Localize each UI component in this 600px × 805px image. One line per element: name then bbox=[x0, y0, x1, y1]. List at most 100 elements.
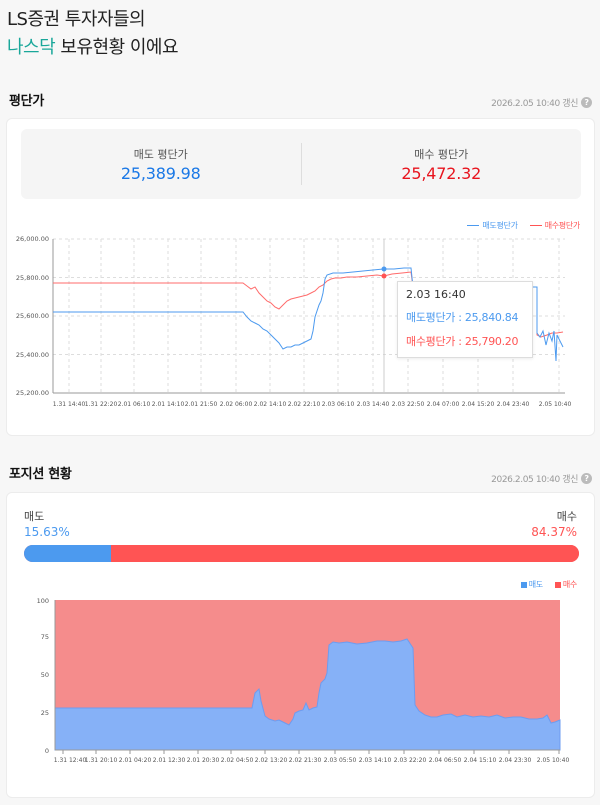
svg-text:2.04 06:50: 2.04 06:50 bbox=[429, 757, 462, 764]
summary-divider bbox=[300, 143, 302, 185]
svg-text:2.03 22:50: 2.03 22:50 bbox=[392, 401, 425, 408]
svg-text:50: 50 bbox=[41, 671, 49, 679]
buy-avg-label: 매수 평단가 bbox=[414, 147, 469, 161]
position-ratio-bar bbox=[24, 545, 579, 562]
svg-text:2.04 23:30: 2.04 23:30 bbox=[499, 757, 532, 764]
headline-line-1: LS증권 투자자들의 bbox=[7, 9, 146, 30]
legend-buy-swatch bbox=[529, 225, 542, 226]
help-icon[interactable]: ? bbox=[581, 97, 592, 108]
avg-price-updated-text: 2026.2.05 10:40 갱신 bbox=[491, 99, 578, 109]
position-updated: 2026.2.05 10:40 갱신 ? bbox=[491, 472, 592, 485]
svg-text:25,600.00: 25,600.00 bbox=[16, 312, 49, 320]
svg-text:25: 25 bbox=[41, 709, 49, 717]
legend-sell[interactable]: 매도평단가 bbox=[467, 220, 518, 231]
position-card: 매도 매수 15.63% 84.37% 매도 매수 100 75 50 25 bbox=[6, 492, 595, 798]
svg-text:25,400.00: 25,400.00 bbox=[16, 351, 49, 359]
svg-text:2.02 14:10: 2.02 14:10 bbox=[254, 401, 287, 408]
avg-price-legend: 매도평단가 매수평단가 bbox=[467, 220, 580, 231]
svg-text:25,200.00: 25,200.00 bbox=[16, 389, 49, 397]
y-tick-labels: 26,000.00 25,800.00 25,600.00 25,400.00 … bbox=[16, 235, 49, 397]
legend-sell-swatch bbox=[520, 581, 527, 588]
svg-text:2.01 21:50: 2.01 21:50 bbox=[185, 401, 218, 408]
position-values: 15.63% 84.37% bbox=[24, 525, 577, 539]
tooltip-buy: 매수평단가 : 25,790.20 bbox=[406, 335, 519, 348]
svg-text:2.04 07:00: 2.04 07:00 bbox=[427, 401, 460, 408]
x-tick-labels: 1.31 12:401.31 20:10 2.01 04:20 2.01 12:3… bbox=[54, 757, 570, 764]
svg-text:2.04 15:20: 2.04 15:20 bbox=[462, 401, 495, 408]
svg-text:2.02 22:10: 2.02 22:10 bbox=[288, 401, 321, 408]
sell-label: 매도 bbox=[24, 510, 45, 523]
legend-buy-label: 매수 bbox=[562, 580, 577, 589]
help-icon[interactable]: ? bbox=[581, 473, 592, 484]
svg-text:2.01 14:10: 2.01 14:10 bbox=[152, 401, 185, 408]
tooltip-time: 2.03 16:40 bbox=[406, 288, 466, 301]
position-labels: 매도 매수 bbox=[24, 508, 577, 524]
position-updated-text: 2026.2.05 10:40 갱신 bbox=[491, 475, 578, 485]
svg-text:0: 0 bbox=[45, 747, 49, 755]
tooltip-sell: 매도평단가 : 25,840.84 bbox=[406, 311, 519, 324]
legend-sell-label: 매도평단가 bbox=[482, 221, 518, 230]
headline-line-2: 나스닥 보유현황 이에요 bbox=[7, 34, 179, 62]
svg-text:1.31 12:40: 1.31 12:40 bbox=[54, 757, 87, 764]
avg-price-updated: 2026.2.05 10:40 갱신 ? bbox=[491, 96, 592, 109]
avg-price-card: 매도 평단가 25,389.98 매수 평단가 25,472.32 매도평단가 … bbox=[6, 118, 595, 436]
svg-text:2.02 13:20: 2.02 13:20 bbox=[255, 757, 288, 764]
svg-text:2.05 10:40: 2.05 10:40 bbox=[539, 401, 572, 408]
svg-text:2.01 06:10: 2.01 06:10 bbox=[118, 401, 151, 408]
svg-text:2.04 23:40: 2.04 23:40 bbox=[497, 401, 530, 408]
sell-avg-value: 25,389.98 bbox=[120, 163, 201, 183]
svg-text:2.01 20:30: 2.01 20:30 bbox=[187, 757, 220, 764]
headline-accent: 나스닥 bbox=[7, 37, 56, 58]
svg-text:25,800.00: 25,800.00 bbox=[16, 274, 49, 282]
position-title: 포지션 현황 bbox=[9, 467, 72, 482]
legend-sell-label: 매도 bbox=[528, 580, 543, 589]
svg-text:1.31 22:20: 1.31 22:20 bbox=[85, 401, 118, 408]
svg-text:2.03 06:10: 2.03 06:10 bbox=[322, 401, 355, 408]
sell-hover-dot bbox=[381, 266, 387, 272]
svg-text:2.02 04:50: 2.02 04:50 bbox=[221, 757, 254, 764]
legend-sell-swatch bbox=[467, 225, 480, 226]
legend-buy[interactable]: 매수 bbox=[554, 579, 577, 590]
svg-text:2.01 12:30: 2.01 12:30 bbox=[153, 757, 186, 764]
x-ticks bbox=[62, 750, 560, 754]
sell-pct: 15.63% bbox=[24, 525, 70, 539]
svg-text:2.02 06:00: 2.02 06:00 bbox=[220, 401, 253, 408]
ratio-bar-buy bbox=[110, 545, 579, 562]
svg-text:26,000.00: 26,000.00 bbox=[16, 235, 49, 243]
buy-hover-dot bbox=[381, 273, 387, 279]
svg-text:1.31 14:40: 1.31 14:40 bbox=[53, 401, 86, 408]
x-tick-labels: 1.31 14:40 1.31 22:20 2.01 06:10 2.01 14:1… bbox=[53, 401, 572, 408]
headline-rest: 보유현황 이에요 bbox=[55, 37, 179, 58]
legend-buy[interactable]: 매수평단가 bbox=[529, 220, 581, 231]
svg-text:2.03 14:10: 2.03 14:10 bbox=[359, 757, 392, 764]
page-headline: LS증권 투자자들의 나스닥 보유현황 이에요 bbox=[7, 6, 179, 62]
y-tick-labels: 100 75 50 25 0 bbox=[37, 597, 49, 755]
ratio-bar-sell bbox=[24, 545, 111, 562]
svg-text:2.05 10:40: 2.05 10:40 bbox=[537, 757, 570, 764]
sell-avg-block: 매도 평단가 25,389.98 bbox=[21, 129, 301, 199]
buy-avg-block: 매수 평단가 25,472.32 bbox=[302, 129, 582, 199]
svg-text:100: 100 bbox=[37, 597, 49, 605]
svg-text:2.02 21:30: 2.02 21:30 bbox=[289, 757, 322, 764]
avg-price-chart[interactable]: 26,000.00 25,800.00 25,600.00 25,400.00 … bbox=[7, 231, 596, 436]
sell-area bbox=[54, 638, 561, 751]
legend-buy-swatch bbox=[554, 581, 561, 588]
avg-price-summary: 매도 평단가 25,389.98 매수 평단가 25,472.32 bbox=[21, 129, 581, 199]
sell-avg-line bbox=[53, 267, 564, 362]
sell-avg-label: 매도 평단가 bbox=[133, 147, 188, 161]
svg-text:2.01 04:20: 2.01 04:20 bbox=[119, 757, 152, 764]
svg-text:75: 75 bbox=[41, 633, 49, 641]
buy-label: 매수 bbox=[556, 510, 577, 523]
svg-text:2.03 22:20: 2.03 22:20 bbox=[394, 757, 427, 764]
legend-buy-label: 매수평단가 bbox=[544, 221, 581, 230]
svg-text:1.31 20:10: 1.31 20:10 bbox=[85, 757, 118, 764]
position-chart[interactable]: 100 75 50 25 0 1.31 12:401.31 20:10 2.01 … bbox=[7, 593, 596, 783]
svg-text:2.03 05:50: 2.03 05:50 bbox=[324, 757, 357, 764]
svg-text:2.03 14:40: 2.03 14:40 bbox=[357, 401, 390, 408]
buy-avg-value: 25,472.32 bbox=[401, 163, 482, 183]
chart-tooltip: 2.03 16:40 매도평단가 : 25,840.84 매수평단가 : 25,… bbox=[397, 281, 533, 358]
legend-sell[interactable]: 매도 bbox=[520, 579, 543, 590]
buy-pct: 84.37% bbox=[531, 525, 577, 539]
position-legend: 매도 매수 bbox=[520, 579, 577, 590]
